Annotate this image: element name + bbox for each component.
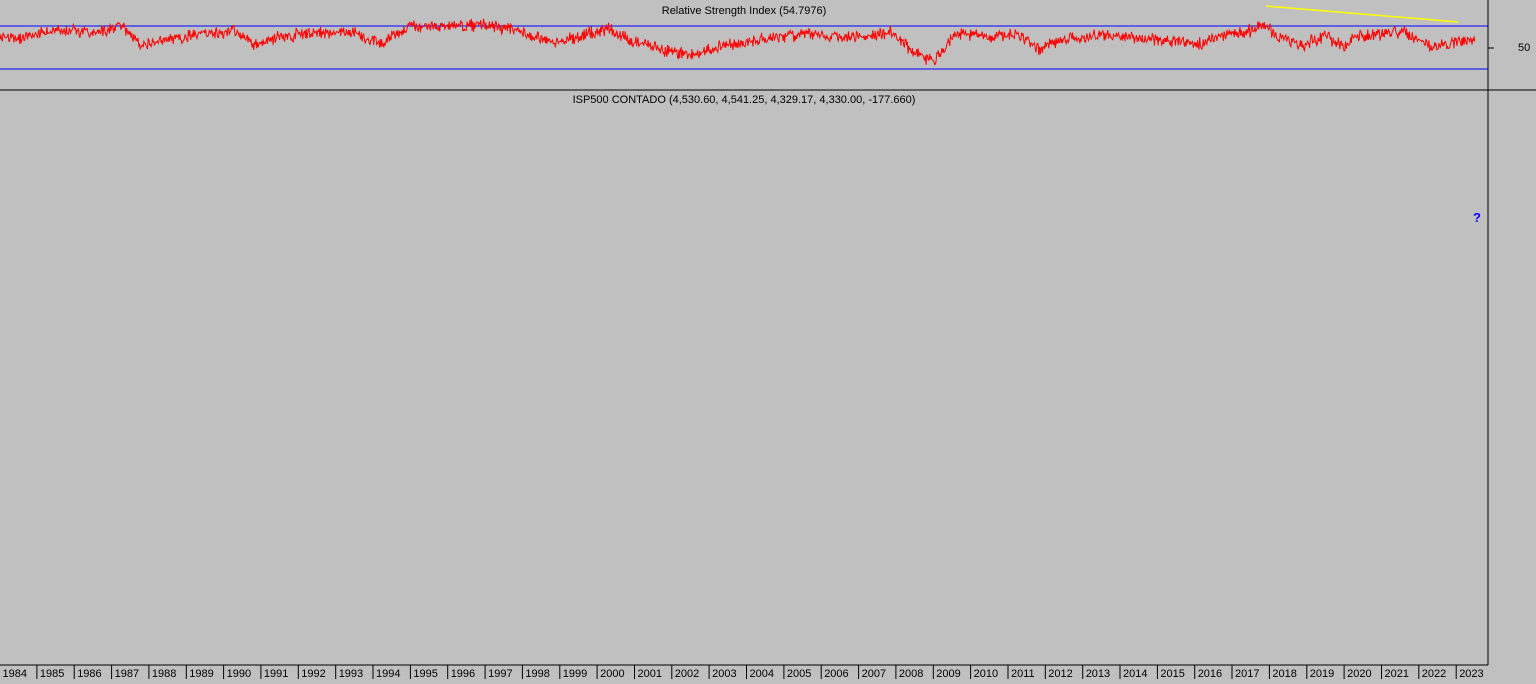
x-tick-label: 1995 xyxy=(413,668,437,679)
x-tick-label: 2001 xyxy=(638,668,662,679)
date-x-axis: 1984 1985 1986 1987 1988 1989 1990 1991 1992 1993… xyxy=(3,665,1484,680)
x-tick-label: 2006 xyxy=(824,668,848,679)
x-tick-label: 1999 xyxy=(563,668,587,679)
x-tick-label: 2008 xyxy=(899,668,923,679)
x-tick-label: 2016 xyxy=(1198,668,1222,679)
x-tick-label: 1989 xyxy=(189,668,213,679)
x-tick-label: 2010 xyxy=(974,668,998,679)
x-tick-label: 2022 xyxy=(1422,668,1446,679)
x-tick-label: 1996 xyxy=(451,668,475,679)
x-tick-label: 1992 xyxy=(301,668,325,679)
rsi-yellow-trendline xyxy=(1265,5,1459,23)
rsi-line xyxy=(0,18,1476,66)
x-tick-label: 1998 xyxy=(525,668,549,679)
question-annotation: ? xyxy=(1473,210,1481,225)
x-tick-label: 2014 xyxy=(1123,668,1147,679)
x-tick-label: 1991 xyxy=(264,668,288,679)
x-tick-label: 1997 xyxy=(488,668,512,679)
x-tick-label: 1990 xyxy=(227,668,251,679)
x-tick-label: 2000 xyxy=(600,668,624,679)
x-tick-label: 1987 xyxy=(115,668,139,679)
x-tick-label: 2002 xyxy=(675,668,699,679)
x-tick-label: 1994 xyxy=(376,668,400,679)
x-tick-label: 2021 xyxy=(1385,668,1409,679)
x-tick-label: 2007 xyxy=(862,668,886,679)
x-tick-label: 2023 xyxy=(1459,668,1483,679)
rsi-panel: Relative Strength Index (54.7976) 50 xyxy=(0,5,1530,70)
rsi-tick-label-50: 50 xyxy=(1518,42,1530,54)
x-tick-label: 2011 xyxy=(1011,668,1035,679)
price-title: ISP500 CONTADO (4,530.60, 4,541.25, 4,32… xyxy=(573,94,916,106)
rsi-series xyxy=(0,18,1476,66)
x-tick-label: 1985 xyxy=(40,668,64,679)
x-tick-label: 2019 xyxy=(1310,668,1334,679)
x-tick-label: 1988 xyxy=(152,668,176,679)
x-tick-label: 1984 xyxy=(3,668,27,679)
rsi-title: Relative Strength Index (54.7976) xyxy=(662,5,827,17)
x-tick-label: 1986 xyxy=(77,668,101,679)
x-tick-label: 2005 xyxy=(787,668,811,679)
x-tick-label: 2009 xyxy=(936,668,960,679)
x-tick-label: 2015 xyxy=(1160,668,1184,679)
x-tick-label: 2004 xyxy=(750,668,774,679)
x-tick-label: 2012 xyxy=(1048,668,1072,679)
x-tick-label: 2013 xyxy=(1086,668,1110,679)
x-tick-label: 2018 xyxy=(1272,668,1296,679)
x-tick-label: 1993 xyxy=(339,668,363,679)
x-tick-label: 2003 xyxy=(712,668,736,679)
x-tick-label: 2020 xyxy=(1347,668,1371,679)
x-tick-label: 2017 xyxy=(1235,668,1259,679)
